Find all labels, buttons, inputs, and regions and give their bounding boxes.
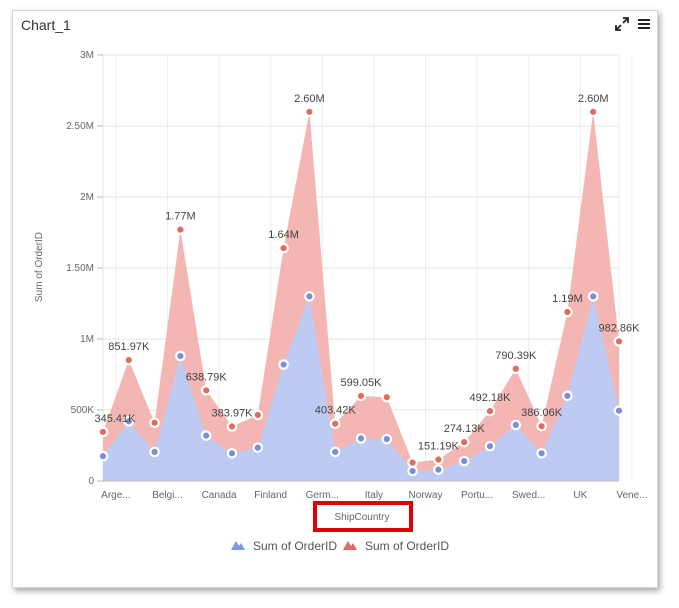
data-point[interactable] bbox=[149, 417, 160, 429]
data-point[interactable] bbox=[149, 446, 160, 458]
x-tick-label: Canada bbox=[202, 490, 237, 501]
data-point[interactable] bbox=[433, 464, 444, 475]
data-label: 151.19K bbox=[418, 441, 460, 453]
data-point[interactable] bbox=[175, 350, 186, 362]
y-tick-label: 3M bbox=[80, 50, 94, 61]
x-tick-label: Portu... bbox=[461, 490, 493, 501]
data-point[interactable] bbox=[278, 242, 289, 254]
data-point[interactable] bbox=[587, 106, 599, 118]
data-point[interactable] bbox=[97, 426, 109, 438]
hamburger-menu-icon[interactable] bbox=[637, 17, 651, 31]
chart-panel: Chart_1 bbox=[12, 10, 658, 588]
data-point[interactable] bbox=[536, 448, 547, 459]
data-point[interactable] bbox=[458, 455, 470, 467]
series-area-2 bbox=[103, 296, 619, 481]
series-areas bbox=[103, 111, 619, 482]
data-point[interactable] bbox=[304, 106, 315, 118]
data-label: 2.60M bbox=[294, 93, 325, 105]
y-tick-label: 1M bbox=[80, 334, 94, 345]
data-point[interactable] bbox=[381, 391, 393, 403]
data-point[interactable] bbox=[381, 433, 393, 445]
data-point[interactable] bbox=[562, 390, 573, 402]
data-point[interactable] bbox=[407, 457, 418, 468]
legend-area-icon bbox=[343, 541, 357, 550]
data-point[interactable] bbox=[433, 454, 444, 465]
y-tick-label: 1.50M bbox=[66, 263, 94, 274]
legend-area-icon bbox=[231, 541, 245, 550]
x-axis-title: ShipCountry bbox=[334, 512, 389, 523]
y-tick-label: 2M bbox=[80, 192, 94, 203]
x-tick-label: Vene... bbox=[616, 490, 647, 501]
series-markers bbox=[97, 106, 625, 477]
data-point[interactable] bbox=[407, 465, 418, 477]
data-point[interactable] bbox=[123, 354, 135, 366]
data-point[interactable] bbox=[355, 390, 367, 402]
x-axis-title-highlight-box bbox=[313, 501, 413, 532]
data-point[interactable] bbox=[484, 405, 496, 417]
data-point[interactable] bbox=[613, 336, 625, 347]
data-label: 345.41K bbox=[95, 413, 137, 425]
data-point[interactable] bbox=[278, 359, 289, 370]
data-point[interactable] bbox=[536, 420, 547, 432]
x-tick-label: UK bbox=[573, 490, 587, 501]
data-point[interactable] bbox=[613, 405, 625, 417]
data-label: 386.06K bbox=[521, 407, 563, 419]
data-point[interactable] bbox=[355, 433, 367, 444]
data-label: 638.79K bbox=[186, 371, 228, 383]
data-label: 403.42K bbox=[315, 405, 357, 417]
data-point[interactable] bbox=[175, 224, 186, 235]
data-point[interactable] bbox=[484, 440, 496, 452]
data-label: 599.05K bbox=[341, 377, 383, 389]
y-tick-label: 0 bbox=[88, 476, 94, 487]
y-tick-label: 500K bbox=[71, 405, 95, 416]
data-point[interactable] bbox=[458, 436, 470, 448]
x-tick-label: Germ... bbox=[306, 490, 339, 501]
x-tick-label: Arge... bbox=[101, 490, 130, 501]
y-tick-label: 2.50M bbox=[66, 121, 94, 132]
data-point[interactable] bbox=[200, 384, 212, 396]
data-label: 982.86K bbox=[599, 322, 641, 334]
data-point[interactable] bbox=[329, 418, 341, 430]
data-label: 383.97K bbox=[212, 407, 254, 419]
legend-label[interactable]: Sum of OrderID bbox=[365, 539, 449, 553]
data-label: 2.60M bbox=[578, 93, 609, 105]
data-point[interactable] bbox=[562, 306, 573, 318]
data-point[interactable] bbox=[200, 430, 212, 441]
data-point[interactable] bbox=[123, 416, 135, 427]
axes: 0 500K 1M 1.50M 2M 2.50M 3M Arge... Belgi... Cana… bbox=[66, 50, 647, 501]
legend-label[interactable]: Sum of OrderID bbox=[253, 539, 337, 553]
y-axis-title: Sum of OrderID bbox=[34, 232, 45, 302]
data-label: 1.19M bbox=[552, 293, 583, 305]
data-label: 790.39K bbox=[495, 350, 537, 362]
data-label: 1.64M bbox=[268, 229, 299, 241]
data-point[interactable] bbox=[252, 442, 264, 453]
data-label: 492.18K bbox=[470, 392, 512, 404]
expand-icon[interactable] bbox=[615, 17, 629, 31]
x-tick-label: Belgi... bbox=[152, 490, 183, 501]
data-point[interactable] bbox=[329, 446, 341, 458]
data-labels: 345.41K 851.97K 1.77M 638.79K 383.97K 1.64M 2.… bbox=[95, 93, 641, 453]
data-point[interactable] bbox=[226, 448, 238, 459]
legend: Sum of OrderID Sum of OrderID bbox=[231, 539, 449, 553]
data-point[interactable] bbox=[587, 291, 599, 302]
x-tick-label: Finland bbox=[254, 490, 287, 501]
chart-toolbar bbox=[615, 17, 651, 31]
x-tick-label: Swed... bbox=[512, 490, 545, 501]
data-label: 274.13K bbox=[444, 423, 486, 435]
data-point[interactable] bbox=[510, 363, 522, 375]
data-label: 1.77M bbox=[165, 211, 196, 223]
data-point[interactable] bbox=[97, 450, 109, 462]
data-point[interactable] bbox=[304, 291, 315, 302]
x-tick-label: Norway bbox=[409, 490, 443, 501]
chart-title: Chart_1 bbox=[21, 17, 71, 33]
data-label: 851.97K bbox=[108, 341, 150, 353]
data-point[interactable] bbox=[252, 409, 264, 421]
data-point[interactable] bbox=[510, 419, 522, 431]
data-point[interactable] bbox=[226, 421, 238, 432]
x-tick-label: Italy bbox=[365, 490, 383, 501]
